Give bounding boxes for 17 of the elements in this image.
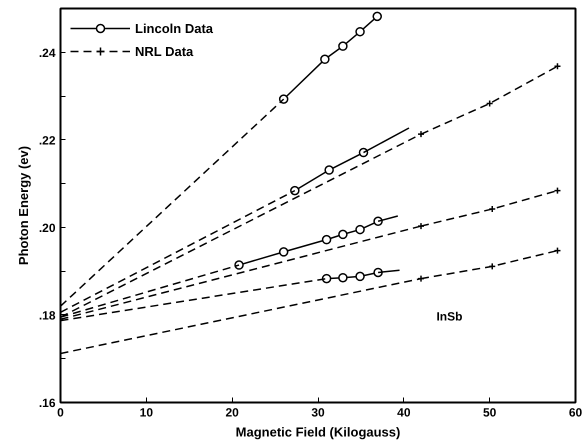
- y-tick-label: .24: [38, 46, 56, 60]
- y-tick-label: .16: [38, 396, 56, 410]
- x-tick-label: 0: [57, 406, 64, 420]
- x-tick-label: 30: [311, 406, 325, 420]
- y-tick-label: .20: [38, 220, 56, 235]
- x-tick-label: 10: [140, 406, 154, 420]
- y-tick-label: .22: [38, 133, 56, 148]
- x-axis-title: Magnetic Field (Kilogauss): [236, 424, 400, 440]
- y-axis-title: Photon Energy (ev): [16, 146, 31, 266]
- x-tick-label: 20: [225, 406, 240, 420]
- legend-label: Lincoln Data: [135, 20, 214, 36]
- annotation: InSb: [436, 310, 462, 324]
- legend-label: NRL Data: [135, 44, 194, 58]
- x-tick-label: 60: [568, 406, 582, 420]
- x-tick-label: 40: [397, 406, 411, 420]
- y-tick-label: .18: [38, 308, 56, 322]
- x-tick-label: 50: [482, 406, 497, 420]
